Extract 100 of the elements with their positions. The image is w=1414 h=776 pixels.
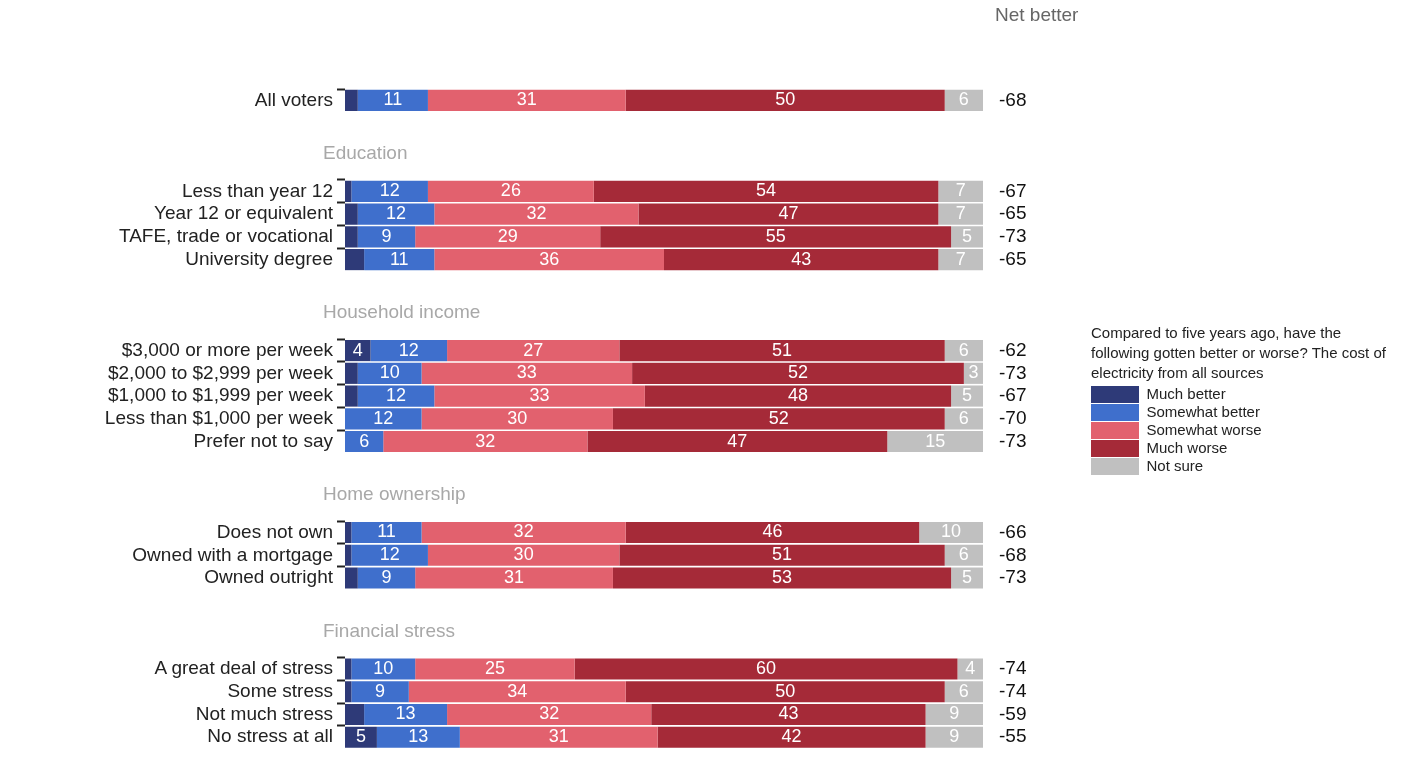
y-tick-label: Owned outright — [204, 566, 334, 588]
annotation: Financial stress — [323, 619, 455, 641]
bar — [370, 339, 448, 362]
text: Net better — [995, 4, 1080, 26]
data-label: 12 — [386, 385, 407, 406]
bar — [376, 726, 460, 748]
bar — [619, 339, 945, 362]
bar — [625, 89, 945, 111]
data-label: 25 — [484, 657, 505, 678]
data-label: 43 — [791, 248, 812, 269]
annotation: Home ownership — [323, 483, 466, 505]
data-label: 6 — [359, 430, 370, 451]
data-label: 5 — [962, 385, 973, 406]
bar — [345, 249, 365, 271]
bar — [345, 521, 352, 544]
y-tick-label: $1,000 to $1,999 per week — [107, 384, 334, 406]
data-label: 10 — [379, 362, 400, 383]
data-label: 4 — [965, 657, 976, 678]
data-label: 36 — [539, 248, 560, 269]
data-label: 13 — [408, 726, 429, 747]
data-label: 30 — [513, 544, 534, 565]
data-label: 32 — [513, 521, 534, 542]
data-label: 9 — [949, 726, 960, 747]
text: -73 — [999, 361, 1027, 383]
y-tick-label: No stress at all — [207, 725, 333, 747]
y-tick-label: All voters — [254, 88, 333, 110]
text: -59 — [999, 702, 1027, 724]
y-tick-label: University degree — [185, 247, 333, 269]
data-label: 26 — [500, 180, 521, 201]
data-label: 32 — [526, 203, 547, 224]
data-label: 11 — [389, 248, 409, 269]
y-tick-label: Less than $1,000 per week — [104, 407, 334, 429]
bar — [351, 180, 428, 202]
bar — [625, 521, 920, 544]
text: -65 — [999, 247, 1027, 269]
data-label: 10 — [373, 657, 394, 678]
legend-label: Not sure — [1146, 456, 1204, 474]
text: -74 — [999, 679, 1027, 701]
bar — [447, 703, 652, 726]
data-label: 52 — [768, 407, 789, 428]
data-label: 51 — [772, 544, 793, 565]
data-label: 33 — [516, 362, 537, 383]
bar — [938, 180, 983, 202]
data-label: 7 — [955, 203, 966, 224]
bar — [587, 430, 888, 453]
data-label: 4 — [352, 339, 363, 360]
data-label: 33 — [529, 385, 550, 406]
text: -67 — [999, 179, 1027, 201]
data-label: 32 — [539, 703, 560, 724]
bar — [357, 89, 428, 111]
bar — [364, 703, 448, 726]
y-tick-label: Not much stress — [195, 702, 333, 724]
data-label: 6 — [958, 544, 969, 565]
data-label: 55 — [765, 225, 786, 246]
text: -73 — [999, 225, 1027, 247]
data-label: 43 — [778, 703, 799, 724]
bar — [651, 703, 926, 726]
bar — [657, 726, 926, 748]
data-label: 7 — [955, 180, 966, 201]
y-tick-label: Does not own — [216, 520, 333, 542]
bar — [351, 521, 422, 544]
data-label: 32 — [475, 430, 496, 451]
text: -55 — [999, 725, 1027, 747]
data-label: 7 — [955, 248, 966, 269]
legend-label: Somewhat better — [1146, 402, 1260, 420]
y-tick-label: Year 12 or equivalent — [154, 202, 334, 224]
bar — [383, 430, 588, 453]
data-label: 9 — [381, 566, 392, 587]
data-label: 31 — [504, 566, 525, 587]
data-label: 47 — [727, 430, 748, 451]
legend-label: Somewhat worse — [1146, 420, 1262, 438]
data-label: 6 — [958, 89, 969, 110]
bar — [345, 703, 365, 726]
data-label: 15 — [925, 430, 946, 451]
data-label: 9 — [949, 703, 960, 724]
annotation: Education — [323, 142, 408, 164]
bar — [427, 89, 626, 111]
bar — [664, 249, 939, 271]
y-tick-label: $3,000 or more per week — [121, 338, 334, 360]
data-label: 5 — [355, 726, 366, 747]
data-label: 30 — [507, 407, 528, 428]
y-tick-label: Some stress — [227, 679, 333, 701]
text: -70 — [999, 407, 1027, 429]
bar — [925, 703, 983, 726]
legend-label: Much better — [1146, 384, 1226, 402]
data-label: 11 — [377, 521, 396, 542]
data-label: 12 — [373, 407, 394, 428]
text: -73 — [999, 566, 1027, 588]
bar — [938, 249, 983, 271]
data-label: 52 — [787, 362, 808, 383]
y-tick-label: Less than year 12 — [181, 179, 333, 201]
data-label: 46 — [762, 521, 783, 542]
data-label: 54 — [756, 180, 777, 201]
y-tick-label: $2,000 to $2,999 per week — [107, 361, 334, 383]
data-label: 12 — [379, 544, 400, 565]
bar — [421, 521, 626, 544]
data-label: 60 — [756, 657, 777, 678]
bar — [345, 180, 352, 202]
data-label: 10 — [941, 521, 962, 542]
bar — [345, 89, 358, 111]
